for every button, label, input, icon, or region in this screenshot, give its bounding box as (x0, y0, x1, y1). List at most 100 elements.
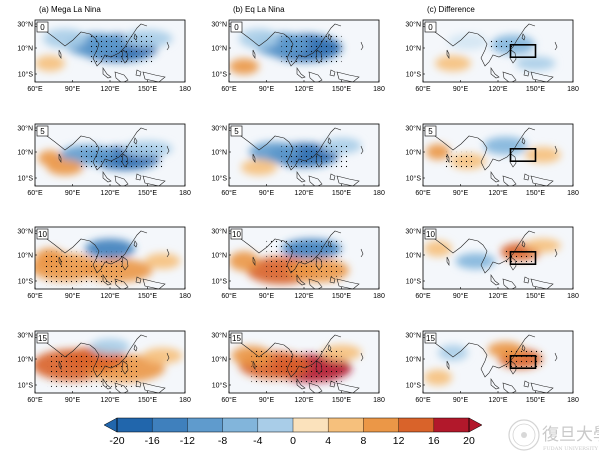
y-tick-label: 10°S (212, 278, 228, 286)
lag-label: 10 (426, 230, 435, 239)
x-tick-label: 180 (373, 397, 385, 404)
x-tick-label: 90°E (259, 396, 275, 404)
map-panel-a-lag0: 0 30°N 10°N 10°S 60°E 90°E 120°E 150°E 180 (17, 19, 191, 93)
colorbar-swatch (257, 418, 294, 432)
lag-label: 15 (426, 334, 435, 343)
x-tick-label: 150°E (526, 292, 545, 300)
x-tick-label: 60°E (221, 396, 237, 404)
target-region-box (509, 148, 537, 163)
map-panel-a-lag5: 5 30°N 10°N 10°S 60°E 90°E 120°E 150°E 180 (17, 123, 191, 197)
x-tick-label: 120°E (294, 292, 313, 300)
x-tick-label: 150°E (332, 85, 351, 93)
colorbar-swatch (222, 418, 259, 432)
colorbar-swatch (117, 418, 153, 432)
x-tick-label: 60°E (415, 189, 431, 197)
significance-stipple (87, 35, 155, 64)
y-tick-label: 10°N (405, 252, 421, 260)
x-tick-label: 90°E (65, 189, 81, 197)
x-tick-label: 150°E (332, 189, 351, 197)
map-panel-b-lag0: 0 30°N 10°N 10°S 60°E 90°E 120°E 150°E 180 (211, 19, 385, 93)
y-tick-label: 30°N (211, 332, 227, 340)
x-tick-label: 120°E (100, 189, 119, 197)
y-tick-label: 10°S (212, 71, 228, 79)
x-tick-label: 150°E (138, 85, 157, 93)
colorbar-swatch (152, 418, 188, 432)
y-tick-label: 10°N (211, 149, 227, 157)
x-tick-label: 90°E (65, 85, 81, 93)
lag-label: 15 (38, 334, 47, 343)
x-tick-label: 120°E (100, 85, 119, 93)
lag-label: 0 (428, 23, 433, 32)
y-tick-label: 30°N (17, 125, 33, 133)
colorbar-label: 8 (360, 435, 366, 447)
colorbar-label: 12 (393, 435, 405, 447)
x-tick-label: 150°E (332, 292, 351, 300)
x-tick-label: 150°E (526, 189, 545, 197)
x-tick-label: 180 (373, 190, 385, 197)
y-tick-label: 30°N (211, 125, 227, 133)
colorbar-swatch (433, 418, 470, 432)
x-tick-label: 120°E (294, 396, 313, 404)
y-tick-label: 10°S (18, 175, 34, 183)
x-tick-label: 90°E (453, 292, 469, 300)
x-tick-label: 120°E (294, 85, 313, 93)
colorbar-label: -4 (253, 435, 262, 447)
x-tick-label: 60°E (27, 85, 43, 93)
colorbar-label: -20 (109, 435, 124, 447)
colorbar-swatch (328, 418, 364, 432)
watermark-subtext: FUDAN UNIVERSITY (543, 446, 599, 452)
x-tick-label: 180 (179, 86, 191, 93)
colorbar-label: 4 (325, 435, 331, 447)
y-tick-label: 10°S (18, 382, 34, 390)
y-tick-label: 10°N (17, 252, 33, 260)
map-panel-c-lag10: 10 30°N 10°N 10°S 60°E 90°E 120°E 150°E 180 (405, 226, 579, 300)
map-panel-b-lag10: 10 30°N 10°N 10°S 60°E 90°E 120°E 150°E 180 (211, 226, 385, 300)
y-tick-label: 10°N (17, 45, 33, 53)
target-region-box (509, 251, 537, 266)
x-tick-label: 150°E (138, 396, 157, 404)
y-tick-label: 30°N (211, 228, 227, 236)
x-tick-label: 90°E (65, 396, 81, 404)
x-tick-label: 180 (567, 86, 579, 93)
x-tick-label: 150°E (138, 189, 157, 197)
target-region-box (509, 43, 537, 58)
x-tick-label: 180 (567, 397, 579, 404)
y-tick-label: 10°N (405, 149, 421, 157)
lag-label: 15 (232, 334, 241, 343)
y-tick-label: 10°N (211, 356, 227, 364)
y-tick-label: 10°N (211, 45, 227, 53)
colorbar-swatch (187, 418, 223, 432)
lag-label: 5 (428, 127, 433, 136)
map-panel-a-lag10: 10 30°N 10°N 10°S 60°E 90°E 120°E 150°E 180 (17, 226, 191, 300)
x-tick-label: 180 (567, 190, 579, 197)
map-panel-a-lag15: 15 30°N 10°N 10°S 60°E 90°E 120°E 150°E 180 (17, 330, 191, 404)
x-tick-label: 60°E (27, 292, 43, 300)
lag-label: 10 (232, 230, 241, 239)
colorbar-swatch (398, 418, 435, 432)
panel-title-c: (c) Difference (427, 5, 475, 14)
lag-label: 0 (234, 23, 239, 32)
y-tick-label: 10°N (405, 356, 421, 364)
y-tick-label: 10°N (405, 45, 421, 53)
y-tick-label: 10°S (212, 382, 228, 390)
y-tick-label: 30°N (17, 21, 33, 29)
x-tick-label: 120°E (294, 189, 313, 197)
x-tick-label: 120°E (488, 396, 507, 404)
y-tick-label: 30°N (405, 332, 421, 340)
significance-stipple (281, 35, 342, 64)
y-tick-label: 10°S (18, 71, 34, 79)
y-tick-label: 10°S (406, 71, 422, 79)
x-tick-label: 60°E (221, 189, 237, 197)
y-tick-label: 30°N (405, 125, 421, 133)
y-tick-label: 30°N (405, 228, 421, 236)
colorbar-label: 0 (290, 435, 296, 447)
significance-stipple (251, 349, 342, 384)
colorbar-label: -12 (180, 435, 195, 447)
watermark-text: 復旦大學 (542, 425, 599, 445)
significance-stipple (47, 352, 137, 387)
colorbar-label: -8 (218, 435, 227, 447)
x-tick-label: 120°E (488, 189, 507, 197)
colorbar-label: 16 (428, 435, 440, 447)
x-tick-label: 90°E (259, 189, 275, 197)
